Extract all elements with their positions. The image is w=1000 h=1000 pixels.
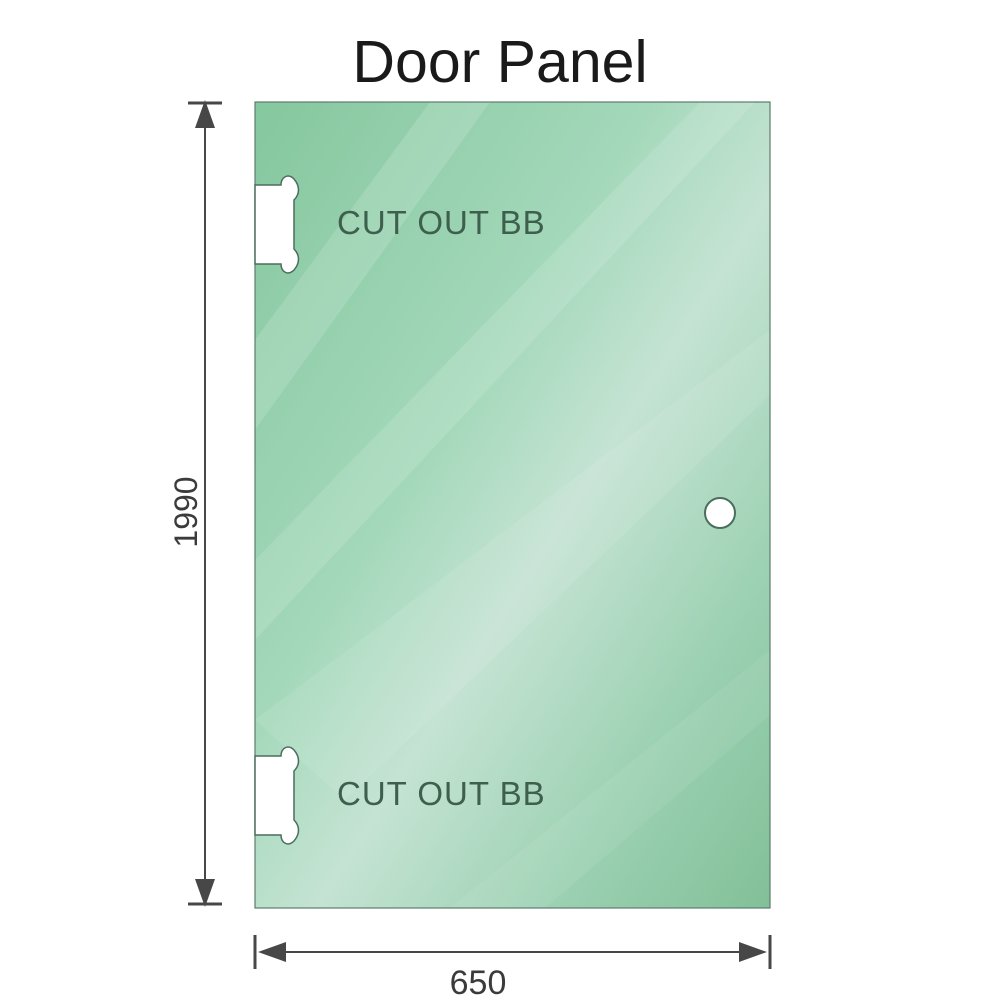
svg-text:1990: 1990 [168,476,204,547]
svg-text:CUT OUT BB: CUT OUT BB [337,775,546,812]
svg-text:650: 650 [450,964,507,1000]
svg-text:CUT OUT BB: CUT OUT BB [337,204,546,241]
